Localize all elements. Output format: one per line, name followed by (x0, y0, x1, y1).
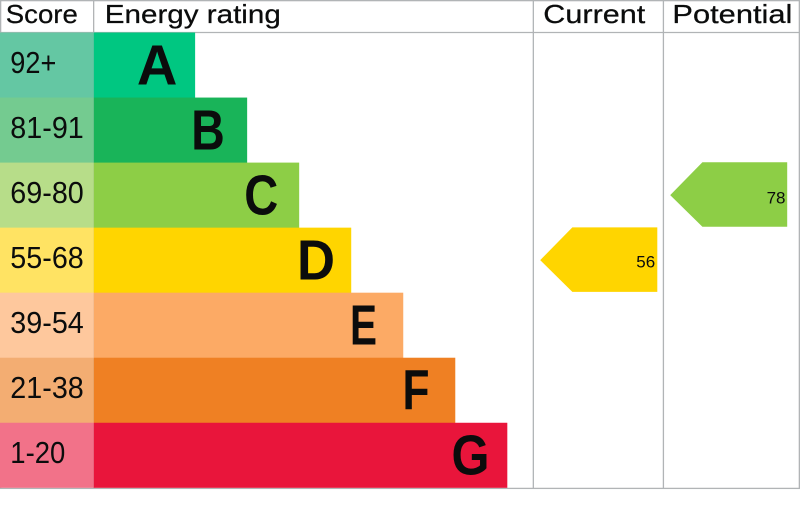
svg-text:D: D (297, 228, 335, 292)
svg-text:69-80: 69-80 (10, 175, 84, 210)
svg-text:C: C (244, 163, 278, 227)
svg-text:Current: Current (543, 0, 646, 29)
svg-text:Potential: Potential (672, 0, 792, 29)
svg-text:Score: Score (6, 0, 78, 29)
svg-text:F: F (403, 358, 430, 422)
svg-text:78: 78 (767, 189, 786, 208)
svg-text:92+: 92+ (10, 45, 56, 80)
svg-text:81-91: 81-91 (10, 110, 84, 145)
svg-text:G: G (452, 424, 490, 488)
svg-text:E: E (350, 293, 377, 357)
svg-text:B: B (191, 98, 225, 162)
svg-text:1-20: 1-20 (10, 435, 65, 470)
svg-text:55-68: 55-68 (10, 240, 84, 275)
svg-text:A: A (137, 33, 178, 97)
svg-text:21-38: 21-38 (10, 370, 84, 405)
svg-text:Energy rating: Energy rating (105, 0, 281, 29)
svg-text:56: 56 (636, 253, 655, 272)
svg-text:39-54: 39-54 (10, 305, 84, 340)
